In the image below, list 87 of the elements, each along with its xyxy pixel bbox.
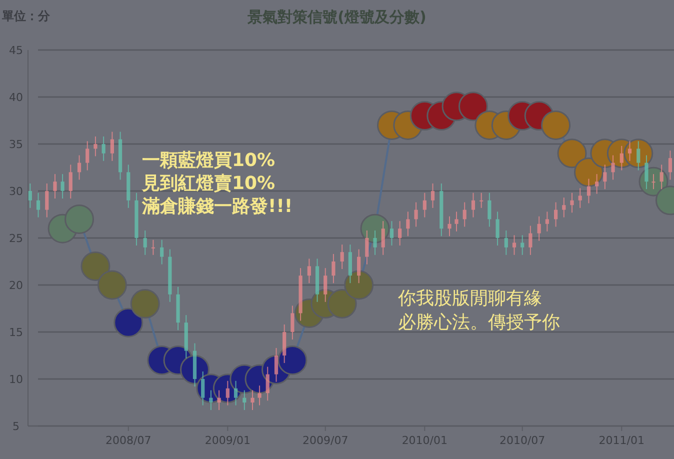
candlestick	[570, 192, 574, 214]
candlestick	[488, 192, 492, 228]
candlestick	[60, 174, 64, 200]
candlestick	[611, 154, 615, 180]
point	[557, 138, 587, 168]
annotation: 滿倉賺錢一路發!!!	[141, 196, 293, 217]
candlestick	[258, 385, 262, 406]
candlestick	[545, 211, 549, 232]
candlestick	[512, 234, 516, 256]
candlestick	[209, 390, 213, 411]
candlestick	[578, 188, 582, 208]
candlestick	[160, 239, 164, 265]
candlestick	[652, 174, 656, 190]
candlestick	[28, 182, 32, 208]
point	[344, 270, 374, 300]
point	[114, 308, 144, 338]
candlestick	[462, 202, 466, 228]
candlestick	[471, 192, 476, 218]
candlestick	[520, 234, 524, 256]
candlestick	[562, 197, 566, 218]
candlestick	[365, 230, 369, 265]
candlestick	[406, 211, 410, 237]
candlestick	[282, 324, 286, 364]
candlestick	[528, 225, 532, 256]
annotation: 你我股版閒聊有緣	[397, 288, 542, 309]
candlestick	[53, 174, 57, 200]
candlestick	[274, 347, 278, 382]
candlestick	[110, 131, 114, 162]
point	[64, 204, 94, 234]
candlestick	[290, 305, 294, 340]
candlestick	[36, 192, 40, 218]
candlestick	[226, 380, 230, 406]
candlestick	[340, 244, 344, 270]
point	[327, 289, 357, 319]
candlestick	[201, 370, 205, 406]
candlestick	[636, 140, 640, 171]
candlestick	[668, 150, 672, 180]
annotation: 一顆藍燈買10%	[142, 150, 276, 171]
candlestick	[324, 268, 328, 302]
candlestick	[586, 178, 591, 204]
point	[130, 289, 160, 319]
candlestick	[595, 174, 599, 194]
candlestick	[504, 230, 508, 256]
candlestick	[357, 248, 361, 284]
candlestick	[620, 145, 624, 171]
candlestick	[398, 220, 402, 246]
candlestick	[77, 154, 82, 180]
candlestick	[250, 390, 254, 411]
candlestick	[390, 220, 394, 246]
candlestick	[102, 136, 106, 162]
candlestick	[234, 380, 238, 406]
candlestick	[660, 164, 664, 190]
candlestick	[454, 211, 458, 232]
candlestick	[422, 192, 426, 218]
candlestick	[628, 140, 632, 162]
point	[574, 157, 604, 187]
candlestick	[86, 140, 90, 171]
candlestick	[373, 230, 377, 256]
candlestick	[348, 244, 352, 284]
candlestick	[480, 192, 484, 208]
candlestick	[381, 220, 385, 256]
candlestick	[603, 164, 607, 190]
candlestick	[414, 202, 418, 228]
candlestick	[332, 253, 336, 284]
candlestick	[151, 239, 156, 256]
candlestick	[554, 202, 558, 228]
candlestick	[266, 366, 270, 402]
candlestick	[430, 182, 435, 208]
candlestick	[217, 390, 221, 411]
candlestick	[242, 390, 246, 411]
candlestick	[68, 164, 72, 200]
candlestick	[45, 182, 49, 218]
candlestick	[448, 216, 452, 237]
point	[541, 110, 571, 140]
candlestick	[537, 216, 541, 242]
candlestick	[94, 136, 98, 157]
point	[97, 270, 127, 300]
point	[458, 92, 488, 122]
point	[278, 345, 308, 375]
candlestick	[307, 258, 311, 284]
candlestick	[496, 211, 500, 246]
chart-title: 景氣對策信號(燈號及分數)	[246, 8, 426, 26]
point	[80, 251, 110, 281]
annotation: 見到紅燈賣10%	[141, 173, 276, 194]
annotation: 必勝心法。傳授予你	[398, 312, 560, 333]
candlestick	[143, 230, 147, 256]
candlestick	[644, 154, 648, 190]
